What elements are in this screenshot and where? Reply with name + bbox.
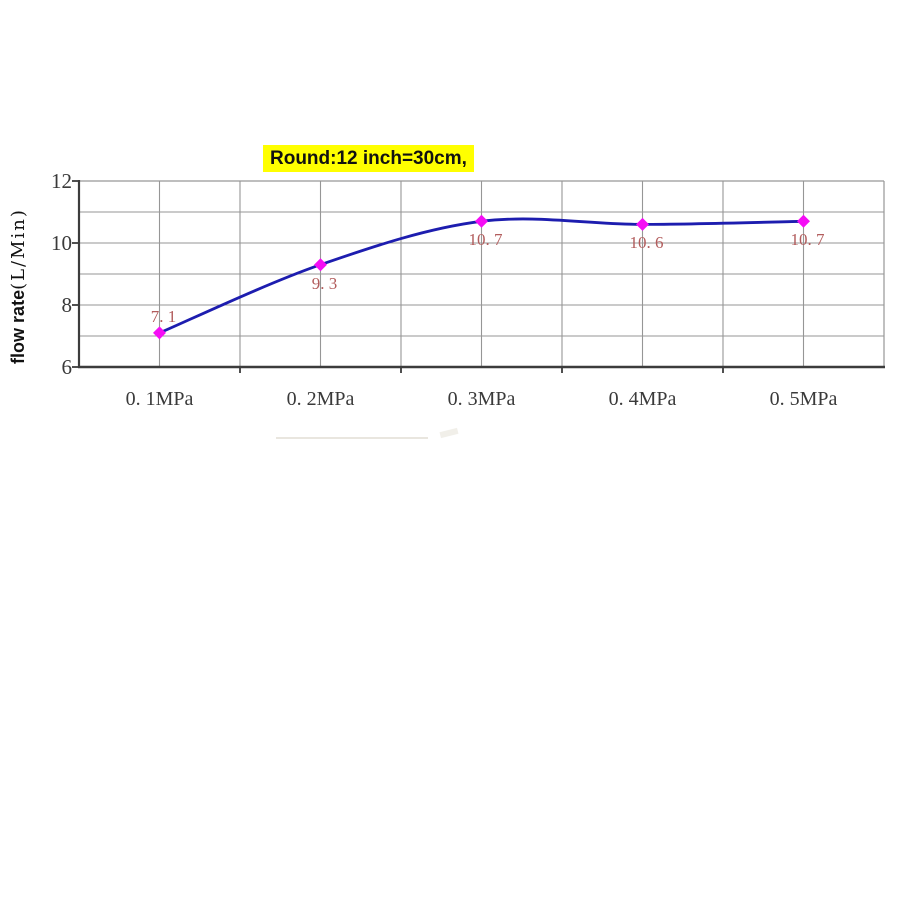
y-tick-label: 6 bbox=[61, 355, 73, 379]
y-tick-label: 8 bbox=[61, 293, 73, 317]
x-tick-label: 0. 1MPa bbox=[125, 388, 194, 410]
data-point-marker bbox=[153, 326, 166, 340]
y-tick-label: 12 bbox=[51, 169, 72, 193]
data-point-marker bbox=[636, 217, 649, 231]
faint-artifact-line bbox=[276, 437, 428, 439]
data-point-marker bbox=[314, 258, 327, 272]
data-point-label: 10. 6 bbox=[629, 233, 664, 253]
plot-area bbox=[72, 180, 885, 373]
data-point-label: 10. 7 bbox=[468, 230, 503, 250]
data-point-label: 7. 1 bbox=[150, 306, 177, 326]
data-point-label: 9. 3 bbox=[311, 273, 338, 293]
data-point-label: 10. 7 bbox=[790, 230, 825, 250]
x-tick-label: 0. 3MPa bbox=[447, 388, 516, 410]
chart-title: Round:12 inch=30cm, bbox=[263, 145, 474, 172]
data-point-marker bbox=[797, 214, 810, 228]
x-tick-label: 0. 4MPa bbox=[608, 388, 677, 410]
y-tick-label: 10 bbox=[51, 231, 72, 255]
x-tick-label: 0. 5MPa bbox=[769, 388, 838, 410]
data-point-marker bbox=[475, 214, 488, 228]
x-tick-label: 0. 2MPa bbox=[286, 388, 355, 410]
